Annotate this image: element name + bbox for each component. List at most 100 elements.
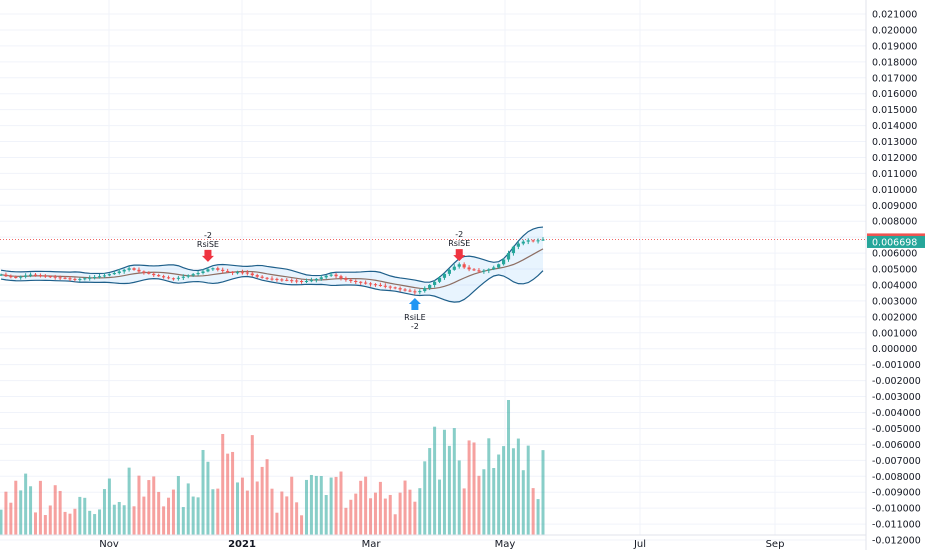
volume-bar <box>324 495 328 535</box>
volume-bar <box>309 474 313 535</box>
candle-body <box>354 280 358 282</box>
volume-bar <box>423 461 427 535</box>
candle-body <box>309 280 314 282</box>
volume-bar <box>78 496 82 535</box>
volume-bar <box>339 471 343 535</box>
candle-body <box>221 269 225 271</box>
volume-bar <box>117 501 121 535</box>
candle-body <box>68 278 72 280</box>
price-tick-label: 0.011000 <box>872 169 917 180</box>
candle-body <box>408 290 412 292</box>
candle-body <box>14 277 18 279</box>
volume-bar <box>462 488 466 535</box>
signal-label: RsiLE <box>404 313 425 322</box>
candle-body <box>63 277 67 279</box>
candle-body <box>477 270 481 272</box>
volume-bar <box>541 450 545 535</box>
price-badge-label: 0.006698 <box>872 237 917 248</box>
volume-bar <box>48 505 52 535</box>
price-tick-label: 0.017000 <box>872 73 917 84</box>
candle-body <box>285 279 289 281</box>
volume-bar <box>507 400 511 535</box>
candle-body <box>501 259 506 265</box>
band-upper <box>0 226 544 283</box>
volume-bar <box>53 485 57 535</box>
price-tick-label: 0.015000 <box>872 105 917 116</box>
candle-body <box>122 269 126 272</box>
candle-body <box>280 279 284 281</box>
candle-body <box>472 269 476 271</box>
candle-body <box>388 286 392 288</box>
candle-body <box>531 240 535 242</box>
candle-body <box>334 274 338 277</box>
candle-body <box>487 269 491 271</box>
volume-bar <box>511 448 515 535</box>
candle-body <box>19 276 23 278</box>
candle-body <box>107 274 111 276</box>
time-tick-label: Sep <box>766 539 785 550</box>
candle-body <box>117 271 121 274</box>
volume-bar <box>122 505 126 535</box>
candle-body <box>147 272 151 274</box>
candle-body <box>216 268 220 270</box>
volume-bar <box>157 491 161 535</box>
price-tick-label: 0.000000 <box>872 344 917 355</box>
candle-body <box>506 253 511 260</box>
candle-body <box>235 272 240 274</box>
candle-body <box>398 288 402 290</box>
candle-body <box>102 275 107 277</box>
volume-bar <box>428 448 432 535</box>
volume-bar <box>275 512 279 535</box>
candle-body <box>447 269 451 274</box>
volume-bar <box>226 453 230 535</box>
volume-bar <box>383 498 387 535</box>
candle-body <box>349 279 353 281</box>
price-badges: 0.0068580.006698 <box>867 233 925 248</box>
price-tick-label: 0.016000 <box>872 89 917 100</box>
volume-bar <box>497 454 501 535</box>
volume-bar <box>240 477 244 535</box>
candle-body <box>157 275 161 277</box>
price-tick-label: 0.008000 <box>872 217 917 228</box>
candle-body <box>437 277 442 282</box>
candle-body <box>442 273 447 278</box>
candle-body <box>260 276 264 278</box>
price-tick-label: -0.012000 <box>872 536 921 547</box>
volume-bar <box>14 480 18 535</box>
signal-qty: -2 <box>411 322 419 331</box>
volume-bar <box>364 476 368 535</box>
volume-bar <box>201 449 205 535</box>
price-tick-label: -0.007000 <box>872 456 921 467</box>
volume-bar <box>373 492 377 535</box>
volume-bar <box>43 515 47 535</box>
price-tick-label: -0.008000 <box>872 472 921 483</box>
candle-body <box>24 275 28 277</box>
candle-body <box>290 280 294 282</box>
candle-body <box>43 275 47 277</box>
volume-bar <box>304 479 308 535</box>
candle-body <box>467 267 471 270</box>
sell-arrow-icon <box>453 249 466 262</box>
candle-body <box>93 277 97 279</box>
candle-body <box>359 281 363 283</box>
candle-body <box>97 276 102 278</box>
candle-body <box>88 277 92 279</box>
volume-bar <box>98 509 102 535</box>
volume-bar <box>388 494 392 535</box>
candle-body <box>245 272 249 274</box>
volume-bar <box>378 481 382 535</box>
candle-body <box>304 280 309 282</box>
time-axis[interactable]: Nov 2021 Mar May Jul Sep <box>99 539 784 550</box>
volume-bar <box>531 488 535 535</box>
price-axis[interactable]: 0.021000 0.020000 0.019000 0.018000 0.017000… <box>872 10 921 547</box>
candle-body <box>516 243 520 247</box>
volume-bar <box>433 426 437 535</box>
volume-bar <box>186 483 190 535</box>
volume-bar <box>4 491 8 535</box>
volume-bar <box>516 438 520 535</box>
volume-bar <box>265 459 269 535</box>
price-tick-label: 0.012000 <box>872 153 917 164</box>
price-tick-label: -0.009000 <box>872 488 921 499</box>
